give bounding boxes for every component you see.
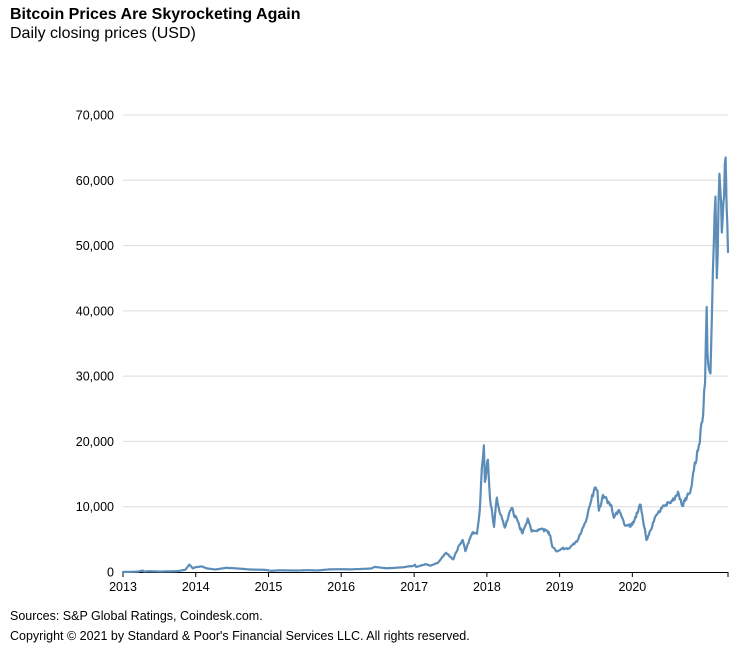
chart-subtitle: Daily closing prices (USD) [10, 25, 196, 42]
x-tick-label: 2020 [618, 580, 646, 594]
source-note: Sources: S&P Global Ratings, Coindesk.co… [10, 609, 263, 623]
copyright-note: Copyright © 2021 by Standard & Poor's Fi… [10, 629, 470, 643]
y-tick-label: 20,000 [76, 435, 114, 449]
bitcoin-price-line [121, 156, 730, 574]
x-tick-label: 2017 [400, 580, 428, 594]
gridlines [123, 114, 728, 508]
bitcoin-price-chart: 0 10,000 20,000 30,000 40,000 50,000 60,000 70,… [76, 109, 730, 594]
x-tick-label: 2015 [255, 580, 283, 594]
chart-title: Bitcoin Prices Are Skyrocketing Again [10, 6, 301, 23]
x-tick-label: 2013 [109, 580, 137, 594]
x-axis-tick-labels: 2013 2014 2015 2016 2017 2018 2019 2020 [109, 580, 646, 594]
x-tick-label: 2014 [182, 580, 210, 594]
y-tick-label: 50,000 [76, 239, 114, 253]
y-tick-label: 70,000 [76, 109, 114, 123]
y-axis-tick-labels: 0 10,000 20,000 30,000 40,000 50,000 60,000 70,… [76, 109, 114, 580]
y-tick-label: 40,000 [76, 304, 114, 318]
series-layer [121, 156, 730, 574]
x-tick-label: 2016 [327, 580, 355, 594]
y-tick-label: 60,000 [76, 174, 114, 188]
axes [122, 572, 729, 577]
y-tick-label: 0 [107, 566, 114, 580]
y-tick-label: 10,000 [76, 500, 114, 514]
x-tick-label: 2019 [546, 580, 574, 594]
x-tick-label: 2018 [473, 580, 501, 594]
y-tick-label: 30,000 [76, 370, 114, 384]
